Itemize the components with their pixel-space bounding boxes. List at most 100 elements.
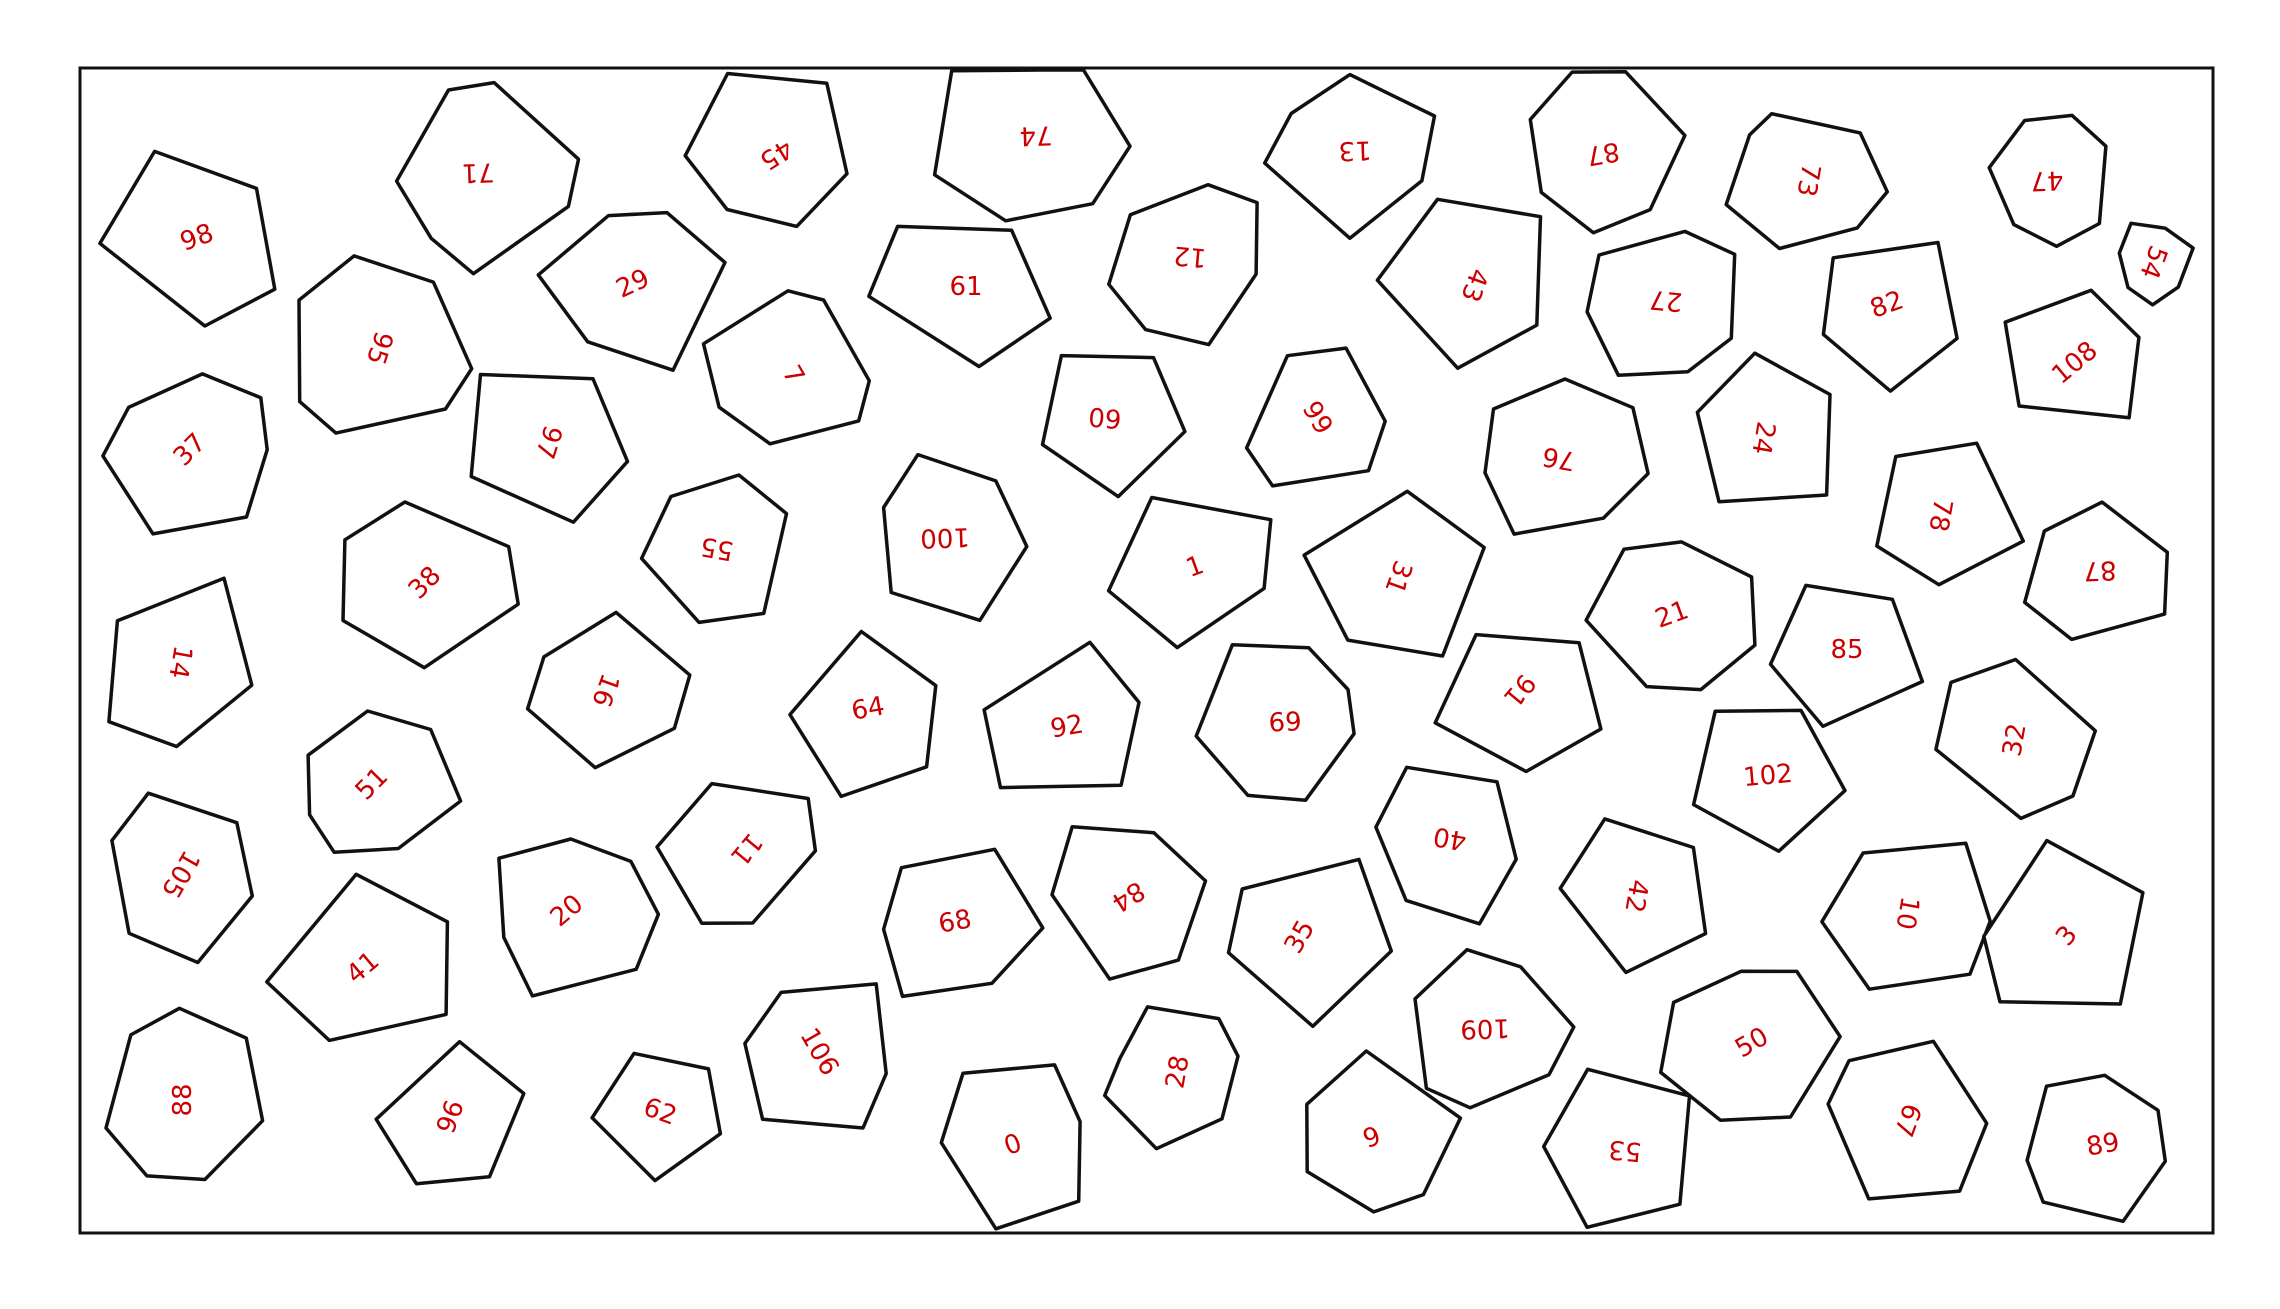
piece-outline [1244, 346, 1387, 488]
piece-outline [536, 210, 727, 372]
puzzle-piece: 74 [932, 68, 1132, 223]
puzzle-piece: 32 [1934, 657, 2098, 821]
puzzle-piece: 102 [1691, 708, 1847, 853]
puzzle-piece: 11 [655, 781, 818, 925]
puzzle-piece: 38 [341, 500, 520, 670]
piece-outline [1107, 182, 1259, 347]
piece-outline [1483, 377, 1650, 536]
piece-label: 14 [162, 643, 197, 681]
piece-outline [297, 254, 474, 435]
piece-outline [1695, 351, 1832, 504]
puzzle-piece: 91 [1433, 632, 1603, 774]
puzzle-piece: 13 [1262, 72, 1437, 241]
puzzle-piece: 9 [1305, 1049, 1463, 1214]
piece-outline [2025, 1073, 2168, 1224]
puzzle-piece: 20 [497, 837, 661, 998]
puzzle-piece: 28 [1102, 1005, 1240, 1151]
piece-label: 76 [1540, 440, 1578, 475]
puzzle-piece: 89 [2025, 1073, 2168, 1224]
piece-outline [1050, 825, 1208, 981]
puzzle-piece: 40 [1374, 765, 1518, 926]
piece-outline [1226, 857, 1394, 1029]
puzzle-piece: 105 [110, 791, 255, 965]
piece-outline [1374, 765, 1518, 926]
puzzle-piece: 7 [701, 289, 872, 446]
piece-label: 85 [1830, 635, 1863, 665]
puzzle-piece: 45 [683, 71, 849, 229]
piece-label: 64 [849, 691, 887, 726]
puzzle-piece: 3 [1982, 838, 2145, 1006]
piece-outline [1305, 1049, 1463, 1214]
puzzle-piece: 14 [107, 576, 254, 749]
piece-outline [1528, 70, 1687, 235]
piece-outline [101, 372, 269, 536]
piece-label: 71 [461, 156, 495, 187]
piece-outline [110, 791, 255, 965]
piece-label: 87 [2083, 554, 2117, 585]
piece-outline [2003, 288, 2141, 420]
piece-label: 12 [1172, 240, 1208, 273]
puzzle-piece: 96 [374, 1039, 526, 1186]
puzzle-piece: 62 [590, 1051, 723, 1183]
puzzle-piece: 42 [1558, 817, 1708, 975]
puzzle-piece: 31 [1302, 489, 1486, 658]
piece-outline [1982, 838, 2145, 1006]
puzzle-piece: 87 [2022, 500, 2170, 642]
piece-outline [1302, 489, 1486, 658]
piece-outline [1375, 197, 1543, 370]
puzzle-piece: 97 [469, 372, 630, 524]
piece-outline [1820, 841, 1992, 991]
puzzle-piece: 64 [788, 629, 938, 799]
piece-outline [394, 80, 581, 276]
puzzle-piece: 53 [1541, 1067, 1692, 1230]
piece-outline [743, 982, 888, 1130]
piece-label: 68 [936, 904, 974, 939]
piece-outline [2117, 221, 2195, 307]
piece-label: 109 [1460, 1012, 1511, 1044]
piece-label: 53 [1607, 1134, 1643, 1167]
piece-outline [788, 629, 938, 799]
piece-label: 87 [1584, 135, 1622, 170]
puzzle-piece: 21 [1584, 540, 1757, 692]
puzzle-piece: 29 [536, 210, 727, 372]
piece-outline [1413, 947, 1576, 1110]
piece-label: 73 [1790, 161, 1825, 199]
piece-label: 13 [1338, 134, 1372, 165]
piece-outline [2022, 500, 2170, 642]
puzzle-piece: 16 [525, 610, 692, 770]
puzzle-piece: 51 [306, 709, 463, 855]
piece-label: 102 [1742, 759, 1794, 793]
piece-outline [701, 289, 872, 446]
puzzle-piece: 43 [1375, 197, 1543, 370]
puzzle-piece: 76 [1483, 377, 1650, 536]
piece-label: 55 [698, 530, 736, 565]
piece-label: 92 [1048, 709, 1086, 744]
piece-outline [1658, 969, 1842, 1122]
puzzle-piece: 1 [1106, 495, 1273, 650]
piece-label: 24 [1745, 419, 1780, 457]
puzzle-piece: 68 [881, 847, 1045, 999]
puzzle-piece: 73 [1724, 111, 1890, 251]
piece-outline [525, 610, 692, 770]
piece-outline [497, 837, 661, 998]
puzzle-piece: 50 [1658, 969, 1842, 1122]
piece-outline [1040, 353, 1187, 499]
piece-outline [590, 1051, 723, 1183]
piece-outline [939, 1063, 1082, 1231]
piece-outline [1102, 1005, 1240, 1151]
piece-label: 78 [1922, 496, 1957, 534]
piece-label: 40 [1431, 820, 1469, 855]
piece-label: 61 [949, 272, 982, 302]
piece-label: 60 [1087, 401, 1123, 434]
piece-outline [1584, 540, 1757, 692]
piece-outline [341, 500, 520, 670]
puzzle-piece: 12 [1107, 182, 1259, 347]
piece-label: 47 [2030, 164, 2064, 195]
puzzle-piece: 61 [867, 224, 1052, 369]
piece-outline [1875, 441, 2026, 587]
piece-outline [1433, 632, 1603, 774]
puzzle-piece: 95 [297, 254, 474, 435]
piece-label: 69 [1268, 704, 1302, 735]
puzzle-piece: 71 [394, 80, 581, 276]
